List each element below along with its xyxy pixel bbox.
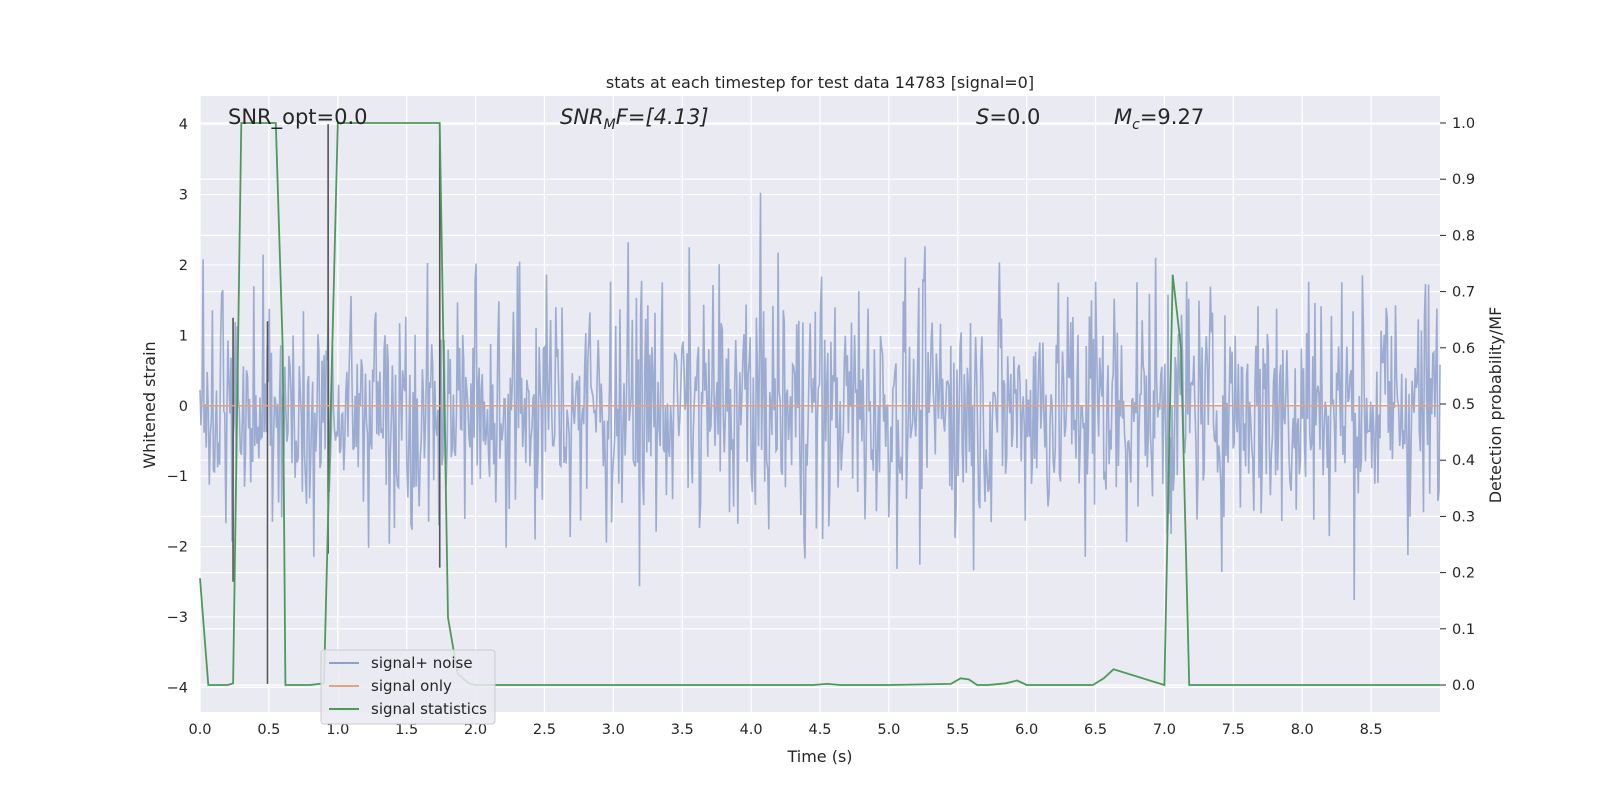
signal-statistics-series (199, 122, 1440, 687)
snr-mf-base: SNR (560, 105, 604, 129)
x-tick-label: 7.5 (1222, 722, 1245, 738)
y-right-tick-labels: 1.0 0.9 0.8 0.7 0.6 0.5 0.4 0.3 0.2 0.1 0.0 (1440, 116, 1475, 694)
legend-label-signal-only: signal only (371, 677, 452, 695)
x-tick-label: 1.5 (395, 722, 418, 738)
x-tick-labels: 0.0 0.5 1.0 1.5 2.0 2.5 3.0 3.5 4.0 4.5 5.0 5.5 6.0 6… (188, 722, 1382, 738)
mc-base: M (1114, 105, 1132, 129)
x-tick-label: 2.0 (464, 722, 487, 738)
annotation-s: S=0.0 (976, 105, 1040, 129)
y-right-tick-label: 0.2 (1452, 566, 1475, 582)
x-tick-label: 5.0 (877, 722, 900, 738)
x-tick-label: 6.5 (1084, 722, 1107, 738)
y-right-tick-label: 0.8 (1452, 228, 1475, 244)
x-tick-label: 8.5 (1360, 722, 1383, 738)
y-right-tick-label: 0.7 (1452, 285, 1475, 301)
x-tick-label: 1.0 (326, 722, 349, 738)
y-right-tick-label: 0.0 (1452, 678, 1475, 694)
annotation-snr-mf: SNRMF=[4.13] (560, 105, 709, 133)
y-right-tick-label: 0.3 (1452, 509, 1475, 525)
y-axis-label: Whitened strain (140, 341, 159, 468)
y-right-tick-label: 0.4 (1452, 453, 1475, 469)
y-tick-label: −2 (167, 540, 188, 556)
legend-label-signal-noise: signal+ noise (371, 654, 473, 672)
x-tick-label: 0.0 (188, 722, 211, 738)
x-tick-label: 4.5 (808, 722, 831, 738)
y-tick-label: −3 (167, 610, 188, 626)
y-tick-label: 2 (179, 258, 188, 274)
x-axis-label: Time (s) (786, 747, 852, 766)
annotation-snr-opt: SNR_opt=0.0 (228, 105, 368, 130)
y-tick-label: 0 (179, 399, 188, 415)
y-axis-right-label: Detection probability/MF (1486, 307, 1505, 504)
signal-noise-line (199, 192, 1441, 601)
snr-mf-sub: M (604, 117, 616, 133)
signal-noise-series (199, 192, 1441, 601)
x-tick-label: 2.5 (533, 722, 556, 738)
x-tick-label: 5.5 (946, 722, 969, 738)
y-right-tick-label: 0.9 (1452, 172, 1475, 188)
legend: signal+ noise signal only signal statist… (320, 649, 496, 725)
x-tick-label: 4.0 (740, 722, 763, 738)
snr-mf-tail: F=[4.13] (616, 105, 709, 129)
x-tick-label: 8.0 (1291, 722, 1314, 738)
legend-label-signal-statistics: signal statistics (371, 700, 487, 718)
y-tick-label: 4 (179, 117, 188, 133)
y-tick-labels: 4 3 2 1 0 −1 −2 −3 −4 (167, 117, 188, 696)
y-tick-label: −1 (167, 469, 188, 485)
mc-tail: =9.27 (1140, 105, 1204, 129)
signal-statistics-line (199, 122, 1440, 687)
chart-title: stats at each timestep for test data 147… (606, 73, 1034, 92)
y-right-tick-label: 1.0 (1452, 116, 1475, 132)
x-tick-label: 0.5 (257, 722, 280, 738)
legend-box (320, 649, 496, 725)
x-tick-label: 7.0 (1153, 722, 1176, 738)
mc-sub: c (1132, 117, 1140, 133)
y-tick-label: −4 (167, 680, 188, 696)
y-tick-label: 3 (179, 188, 188, 204)
annotation-mc: Mc=9.27 (1114, 105, 1204, 133)
y-tick-label: 1 (179, 328, 188, 344)
x-tick-label: 6.0 (1015, 722, 1038, 738)
s-tail: =0.0 (989, 105, 1040, 129)
x-tick-label: 3.5 (671, 722, 694, 738)
x-tick-label: 3.0 (602, 722, 625, 738)
s-italic: S (976, 105, 989, 129)
y-right-tick-label: 0.6 (1452, 341, 1475, 357)
y-right-tick-label: 0.5 (1452, 397, 1475, 413)
y-right-tick-label: 0.1 (1452, 622, 1475, 638)
